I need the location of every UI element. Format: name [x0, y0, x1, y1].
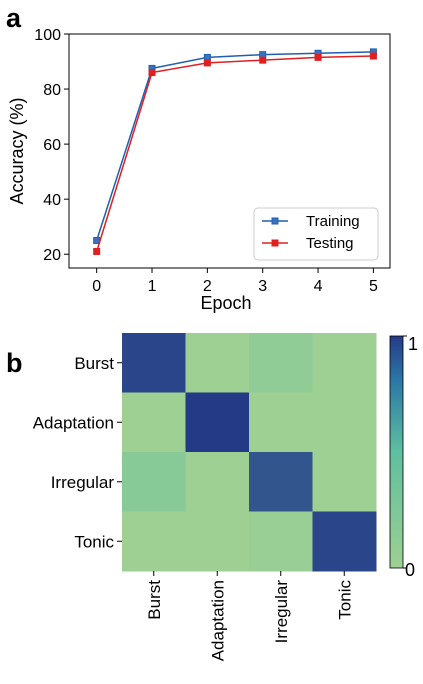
y-tick-label: 60 [43, 137, 61, 154]
heatmap-cell [122, 511, 186, 572]
x-tick-label: 1 [148, 278, 157, 295]
colorbar-min-label: 0 [405, 560, 415, 580]
heatmap-cell [185, 452, 250, 512]
confusion-heatmap: Burst Adaptation Irregular Tonic Burst Adapt… [33, 333, 377, 661]
testing-point [203, 59, 211, 67]
legend-testing-label: Testing [306, 235, 354, 252]
heatmap-cell [185, 333, 250, 393]
legend-training-label: Training [306, 213, 360, 230]
x-tick-label: 3 [258, 278, 267, 295]
heatmap-cell [122, 452, 186, 512]
x-tick-label: 2 [203, 278, 212, 295]
heatmap-cell [185, 392, 250, 453]
testing-point [259, 56, 267, 64]
heatmap-cell [249, 333, 313, 393]
heatmap-cell [312, 392, 377, 453]
x-tick-label: 0 [92, 278, 101, 295]
colorbar-max-label: 1 [408, 334, 418, 354]
heatmap-cell [122, 333, 186, 393]
heatmap-cell [312, 452, 377, 512]
y-tick-label: 100 [34, 27, 61, 44]
y-tick-label: 20 [43, 247, 61, 264]
accuracy-line-chart: Accuracy (%) Epoch 0 1 2 3 4 5 20 40 60 80 100 Tra… [7, 27, 391, 313]
heatmap-cell [122, 392, 186, 453]
training-series-line [95, 51, 374, 241]
legend-testing-marker [271, 239, 279, 247]
heatmap-cell [249, 452, 313, 512]
testing-series-line [95, 55, 374, 252]
testing-point [369, 52, 377, 60]
heatmap-cell [249, 511, 313, 572]
testing-point [148, 69, 156, 77]
panel-a-label: a [6, 3, 22, 33]
colorbar: 1 0 [389, 334, 418, 580]
row-label: Adaptation [33, 413, 114, 432]
legend-training-marker [271, 217, 279, 225]
plot-area [68, 33, 391, 269]
row-label: Burst [74, 354, 114, 373]
heatmap-cell [185, 511, 250, 572]
panel-b-label: b [6, 348, 23, 378]
y-axis-label: Accuracy (%) [7, 97, 27, 204]
row-label: Irregular [51, 473, 115, 492]
col-label: Adaptation [208, 580, 227, 661]
testing-point [93, 247, 101, 255]
heatmap-cell [312, 511, 377, 572]
y-tick-label: 80 [43, 82, 61, 99]
col-label: Irregular [272, 580, 291, 644]
row-label: Tonic [74, 532, 114, 551]
colorbar-gradient [389, 335, 404, 569]
testing-point [314, 53, 322, 61]
heatmap-cell [249, 392, 313, 453]
legend: Training Testing [253, 207, 379, 261]
col-label: Burst [145, 580, 164, 620]
x-axis-label: Epoch [200, 293, 251, 313]
col-label: Tonic [335, 580, 354, 620]
x-tick-label: 5 [369, 278, 378, 295]
y-tick-label: 40 [43, 192, 61, 209]
x-tick-label: 4 [314, 278, 323, 295]
heatmap-cell [312, 333, 377, 393]
